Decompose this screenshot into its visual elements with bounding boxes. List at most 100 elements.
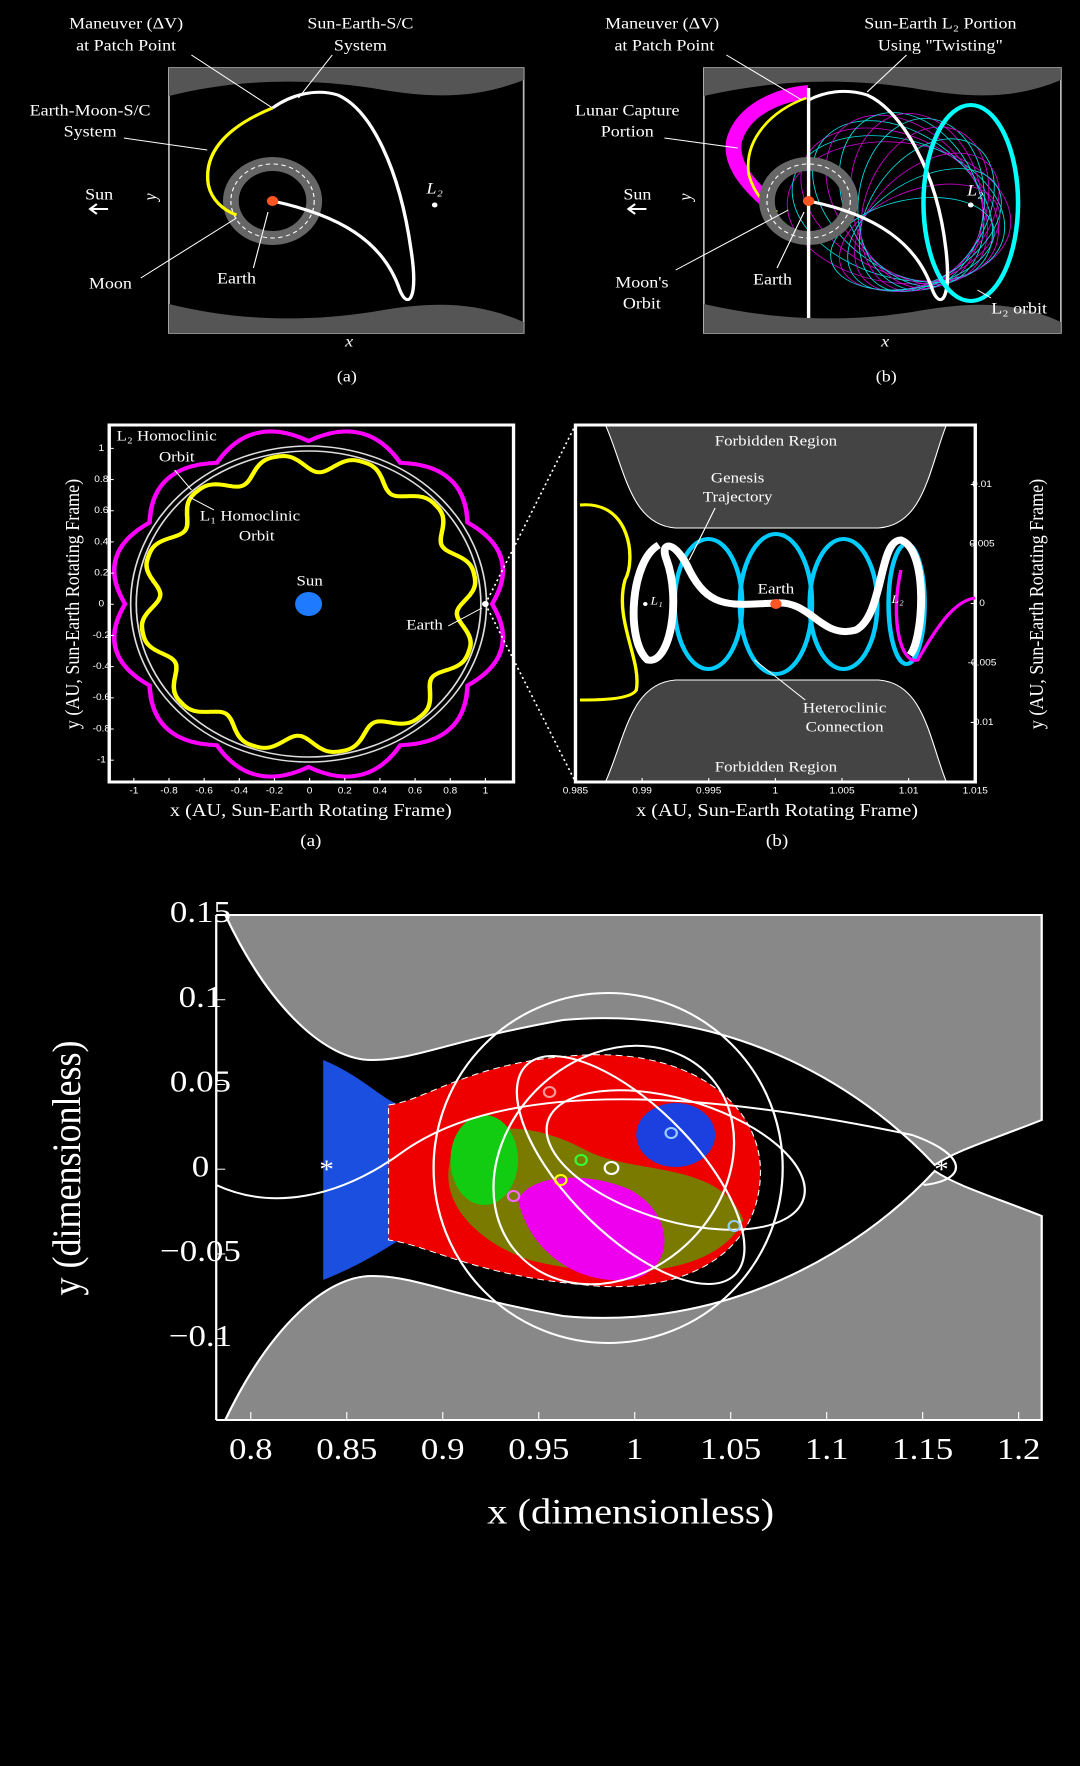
manifold-tube [825,114,988,285]
y-tick-label: -0.6 [93,693,110,703]
shape [574,1154,588,1166]
x-tick-label: 0.4 [373,786,388,796]
x-tick-label: 0.9 [421,1433,465,1467]
x-tick-label: -0.2 [266,786,283,796]
label: Orbit [159,449,195,465]
shape [675,209,789,271]
label: Trajectory [703,489,773,505]
shape [140,217,237,279]
y-tick-label: 0 [979,598,985,608]
forbidden-region [216,914,1043,1167]
shape [297,54,333,99]
shape [432,992,784,1344]
label: Earth [217,270,256,288]
shape [545,1089,806,1231]
label: Heteroclinic [803,700,886,716]
label: y (dimensionless) [45,1041,89,1296]
y-tick-label: -0.2 [93,630,110,640]
x-tick-label: 1 [483,786,489,796]
label: Orbit [239,528,275,544]
shape [492,1044,736,1286]
x-tick-label: 0.6 [408,786,422,796]
shape [515,1055,746,1285]
label: y (AU, Sun-Earth Rotating Frame) [1026,479,1048,729]
label: System [64,123,117,141]
forbidden-region [703,304,1061,333]
sun-arrow [88,203,109,215]
magenta-region [518,1177,665,1281]
label: x [344,333,354,351]
shape [726,54,803,101]
lunar-trajectory [205,106,274,217]
label: at Patch Point [614,37,714,55]
label: Sun [297,573,323,589]
mid-b-ticks: 0.985 0.99 0.995 1 1.005 1.01 1.015 -0.01 -0.005… [563,479,997,796]
capture-region [725,85,810,205]
bottom-ticks: 0.8 0.85 0.9 0.95 1 1.05 1.1 1.15 1.2 −0.1 −0.05 0 0… [160,896,1040,1467]
y-tick-label: 1 [99,443,105,453]
x-tick-label: -0.6 [195,786,212,796]
label: L₁ [649,594,662,607]
l1-homoclinic-orbit [139,453,478,755]
label: Maneuver (ΔV) [605,15,719,33]
mid-b-labels: Forbidden Region Forbidden Region Genesi… [636,433,1048,850]
label: L₁ Homoclinic [200,508,300,524]
shape [977,289,992,299]
label: Orbit [623,295,661,313]
shape [188,496,215,511]
shape [727,1220,742,1232]
label: Sun-Earth-S/C [307,15,413,33]
trajectory [807,89,950,302]
x-tick-label: -0.4 [231,786,249,796]
y-tick-label: 0.2 [94,568,108,578]
earth-dot [770,599,782,609]
label: Using "Twisting" [878,37,1003,55]
label: * [319,1154,334,1183]
x-tick-label: 1.015 [963,786,988,796]
x-tick-label: 1.05 [700,1433,761,1467]
label: Moon's [615,274,668,292]
label: Maneuver (ΔV) [69,15,183,33]
label: Portion [601,123,655,141]
x-tick-label: 0.85 [316,1433,377,1467]
sun-dot [295,592,323,616]
y-tick-label: −0.1 [169,1319,232,1353]
manifold-lattice [786,112,1012,293]
x-tick-label: -0.8 [160,786,177,796]
label: Forbidden Region [715,433,837,449]
label: Earth-Moon-S/C [30,102,151,120]
earth-dot [802,196,815,206]
mid-b-drawing [484,423,977,784]
orbits [215,992,957,1344]
label: Lunar Capture [575,102,679,120]
leader-lines [688,507,806,701]
earth-dot [266,196,279,206]
shape [688,507,716,561]
mid-a-labels: L₂ Homoclinic Orbit L₁ Homoclinic Orbit … [62,428,452,850]
shape [554,1174,568,1186]
manifold-tube [854,152,1000,292]
shape [215,1098,957,1200]
label: Moon [89,275,133,293]
label: x (dimensionless) [487,1492,774,1531]
shape [174,469,192,491]
y-tick-label: 0.6 [94,506,108,516]
manifold-tube [858,138,995,293]
shape [603,1161,620,1175]
top-b-labels: Maneuver (ΔV) at Patch Point Sun-Earth L… [575,15,1047,386]
y-tick-label: 0.8 [94,474,108,484]
forbidden-region [605,425,947,529]
label: L₂ orbit [991,300,1047,318]
x-tick-label: 0.99 [632,786,652,796]
label: x (AU, Sun-Earth Rotating Frame) [636,801,918,821]
shape [191,54,273,109]
x-tick-label: 0.2 [338,786,352,796]
top-a-labels: Maneuver (ΔV) at Patch Point Sun-Earth-S… [30,15,443,386]
label: L₂ [890,592,904,605]
top-a-drawing [88,54,525,334]
y-tick-label: −0.05 [160,1235,241,1269]
top-b-drawing [626,54,1062,334]
y-tick-label: 0.005 [969,539,994,549]
